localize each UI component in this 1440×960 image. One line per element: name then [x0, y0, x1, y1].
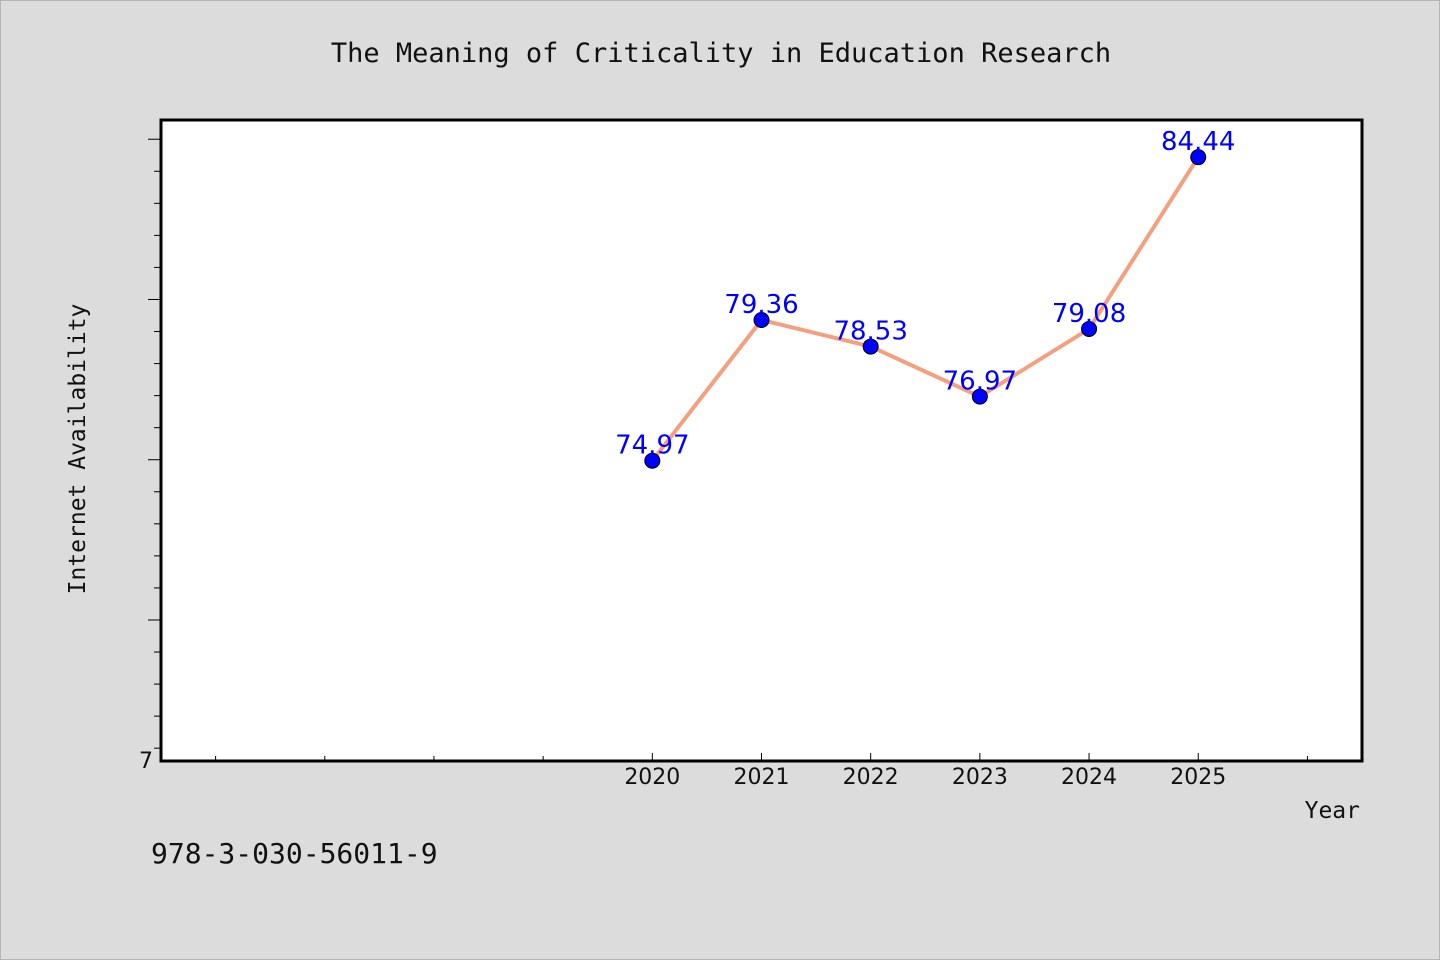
x-axis-label: Year [1305, 798, 1360, 824]
x-axis-ticks: 2020 2021 2022 2023 2024 2025 [215, 753, 1308, 790]
x-tick-label: 2025 [1170, 765, 1226, 790]
data-label: 84.44 [1161, 127, 1235, 157]
x-tick-label: 2024 [1061, 765, 1117, 790]
data-label: 74.97 [615, 431, 689, 461]
x-tick-label: 2020 [624, 765, 680, 790]
plot-area [159, 118, 1364, 763]
x-tick-label: 2023 [952, 765, 1008, 790]
data-label: 78.53 [833, 317, 907, 347]
x-tick-label: 2022 [843, 765, 899, 790]
footnote-isbn: 978-3-030-56011-9 [151, 837, 438, 870]
data-point [1190, 149, 1207, 166]
chart-title: The Meaning of Criticality in Education … [331, 38, 1111, 69]
series-layer: 74.97 79.36 78.53 76.97 79.08 84.44 [615, 127, 1235, 469]
data-label: 79.36 [724, 290, 798, 320]
data-point [862, 338, 879, 355]
x-tick-label: 2021 [734, 765, 790, 790]
data-point [1081, 320, 1098, 337]
y-axis-ticks [148, 138, 161, 749]
y-axis-label: Internet Availability [65, 304, 91, 595]
data-point [753, 311, 770, 328]
data-point [644, 452, 661, 469]
y-tick-label: 7 [139, 749, 153, 774]
data-label: 76.97 [943, 367, 1017, 397]
data-point [971, 388, 988, 405]
data-label: 79.08 [1052, 299, 1126, 329]
series-line [650, 156, 1200, 462]
